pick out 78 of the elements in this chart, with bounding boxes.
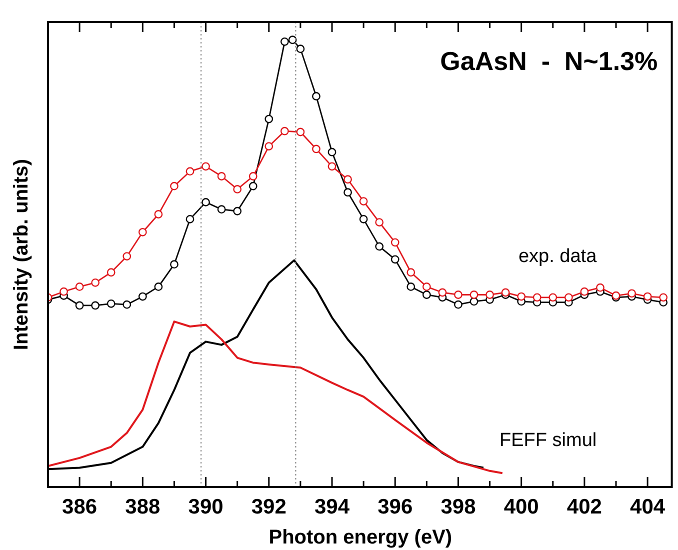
point (202, 162, 210, 171)
point (375, 242, 384, 251)
annotation: exp. data (518, 246, 598, 267)
point (390, 238, 400, 247)
point (186, 214, 194, 224)
annotation: FEFF simul (500, 430, 597, 451)
point (186, 167, 194, 176)
point (438, 288, 447, 297)
x-tick-label: 402 (566, 495, 602, 518)
point (138, 292, 147, 301)
x-tick-label: 394 (314, 495, 350, 518)
x-tick-label: 390 (188, 495, 224, 518)
point (659, 293, 668, 302)
point (580, 287, 589, 296)
point (280, 126, 289, 136)
point (344, 175, 352, 184)
point (248, 182, 258, 190)
point (106, 268, 116, 277)
annotation: GaAsN - N~1.3% (440, 46, 658, 76)
point (122, 252, 132, 260)
point (470, 290, 478, 299)
x-tick-label: 392 (251, 495, 286, 518)
point (296, 44, 305, 54)
point (122, 300, 132, 309)
point (375, 218, 384, 227)
x-tick-label: 400 (504, 495, 539, 518)
point (548, 293, 558, 302)
point (406, 268, 416, 277)
y-axis-title: Intensity (arb. units) (10, 158, 33, 350)
point (596, 283, 604, 292)
point (138, 228, 147, 236)
x-tick-label: 388 (125, 495, 160, 518)
point (233, 185, 242, 194)
x-axis-title: Photon energy (eV) (268, 526, 452, 549)
point (454, 290, 462, 299)
point (532, 293, 542, 302)
point (154, 210, 163, 218)
point (312, 144, 320, 154)
point (359, 214, 368, 224)
point (454, 300, 462, 309)
point (486, 290, 494, 299)
point (170, 182, 178, 190)
x-tick-label: 404 (630, 495, 666, 518)
point (406, 282, 416, 291)
point (75, 301, 84, 310)
point (91, 301, 100, 310)
point (217, 172, 226, 180)
point (628, 289, 636, 298)
point (296, 128, 305, 136)
point (91, 278, 100, 287)
point (390, 255, 400, 264)
point (344, 188, 352, 197)
point (75, 282, 84, 291)
point (422, 290, 431, 299)
point (106, 299, 116, 308)
point (288, 36, 297, 44)
point (501, 288, 510, 297)
point (217, 205, 226, 214)
point (264, 114, 274, 124)
point (60, 287, 68, 296)
point (517, 292, 526, 301)
point (312, 92, 320, 100)
point (248, 172, 258, 180)
point (359, 197, 368, 206)
point (154, 282, 163, 291)
point (202, 198, 210, 206)
point (233, 206, 242, 216)
x-tick-label: 398 (440, 495, 476, 518)
point (564, 293, 573, 302)
point (280, 37, 289, 46)
x-tick-label: 396 (378, 495, 413, 518)
point (264, 142, 274, 150)
x-tick-label: 386 (62, 495, 98, 518)
point (422, 282, 431, 291)
point (328, 148, 336, 156)
point (170, 260, 178, 269)
point (643, 292, 652, 301)
point (328, 162, 336, 171)
